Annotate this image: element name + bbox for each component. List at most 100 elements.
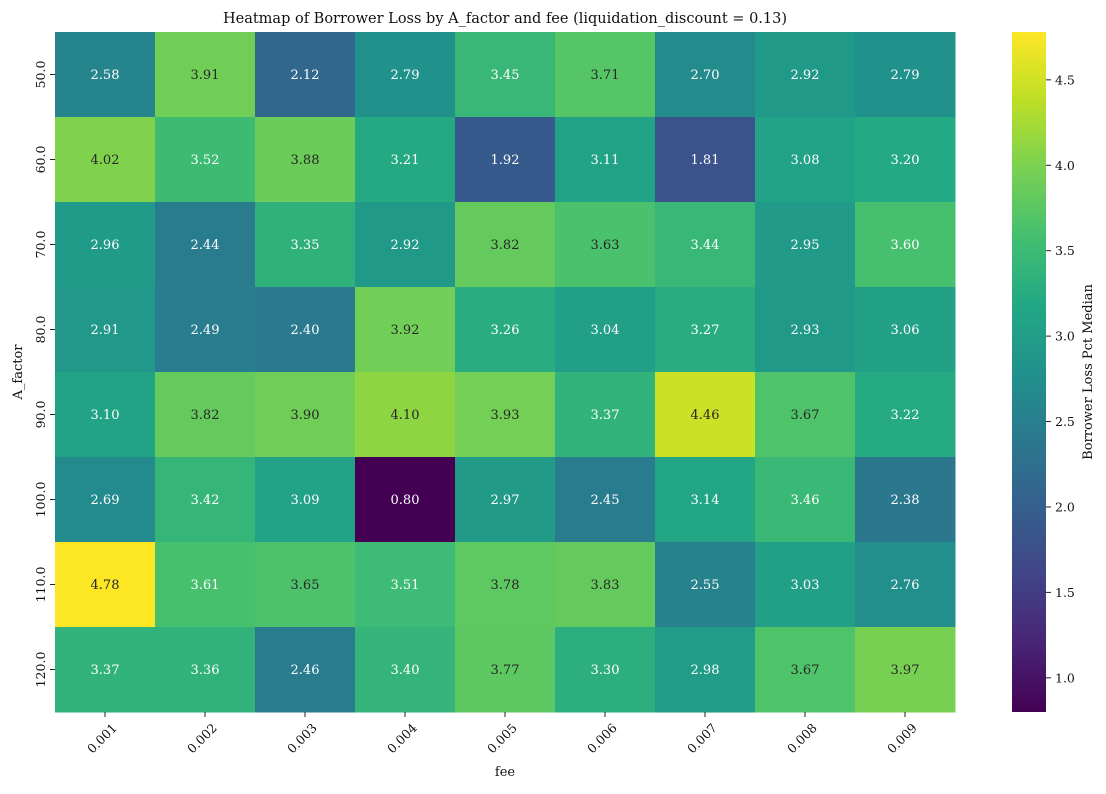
heatmap-cell: [55, 457, 156, 543]
cell-value-label: 3.20: [891, 153, 920, 168]
heatmap-cell: [355, 542, 456, 628]
cell-value-label: 3.10: [91, 408, 120, 423]
cell-value-label: 3.91: [191, 68, 220, 83]
cell-value-label: 3.61: [191, 578, 220, 593]
cell-value-label: 2.97: [491, 493, 520, 508]
heatmap-cell: [55, 542, 156, 628]
cell-value-label: 3.97: [891, 663, 920, 678]
cell-value-label: 3.06: [891, 323, 920, 338]
cell-value-label: 2.58: [91, 68, 120, 83]
heatmap-cell: [255, 32, 356, 118]
cell-value-label: 3.67: [791, 408, 820, 423]
heatmap-cell: [555, 372, 656, 458]
cell-value-label: 3.40: [391, 663, 420, 678]
heatmap-cell: [555, 542, 656, 628]
cell-value-label: 2.96: [91, 238, 120, 253]
heatmap-cell: [455, 32, 556, 118]
cell-value-label: 3.04: [591, 323, 620, 338]
cell-value-label: 3.63: [591, 238, 620, 253]
x-tick-label: 0.003: [284, 720, 320, 756]
y-tick-label: 120.0: [33, 652, 48, 688]
cell-value-label: 3.11: [591, 153, 620, 168]
heatmap-cell: [55, 287, 156, 373]
cell-value-label: 3.21: [391, 153, 420, 168]
x-tick-label: 0.006: [584, 720, 620, 756]
cell-value-label: 2.98: [691, 663, 720, 678]
cell-value-label: 2.69: [91, 493, 120, 508]
cell-value-label: 3.77: [491, 663, 520, 678]
y-axis-ticks: 50.0 60.0 70.0 80.0 90.0 100.0 110.0 120.0: [33, 61, 55, 688]
cell-value-label: 1.92: [491, 153, 520, 168]
heatmap-cell: [255, 117, 356, 203]
heatmap-cell: [155, 457, 256, 543]
cell-value-label: 2.92: [391, 238, 420, 253]
cell-value-label: 3.37: [591, 408, 620, 423]
colorbar-tick-label: 4.0: [1055, 158, 1075, 173]
x-tick-label: 0.005: [484, 720, 520, 756]
x-tick-label: 0.007: [684, 720, 720, 756]
cell-value-label: 3.83: [591, 578, 620, 593]
colorbar-tick-label: 1.5: [1055, 585, 1075, 600]
y-axis-label: A_factor: [11, 344, 26, 401]
cell-value-label: 2.79: [891, 68, 920, 83]
heatmap-cell: [655, 32, 756, 118]
heatmap-cell: [55, 117, 156, 203]
cell-value-label: 3.52: [191, 153, 220, 168]
cell-value-label: 3.22: [891, 408, 920, 423]
heatmap-cell: [155, 202, 256, 288]
x-axis-label: fee: [495, 765, 516, 780]
x-tick-label: 0.009: [884, 720, 920, 756]
heatmap-cell: [55, 202, 156, 288]
heatmap-cell: [555, 627, 656, 713]
heatmap-cell: [155, 117, 256, 203]
heatmap-cell: [655, 627, 756, 713]
colorbar-tick-label: 3.0: [1055, 329, 1075, 344]
heatmap-cell: [455, 542, 556, 628]
x-tick-label: 0.002: [184, 720, 220, 756]
cell-value-label: 2.49: [191, 323, 220, 338]
colorbar-label: Borrower Loss Pct Median: [1081, 284, 1096, 460]
heatmap-cell: [455, 117, 556, 203]
heatmap-cell: [655, 372, 756, 458]
cell-value-label: 2.70: [691, 68, 720, 83]
cell-value-label: 1.81: [691, 153, 720, 168]
heatmap-cell: [355, 627, 456, 713]
heatmap-cell: [255, 457, 356, 543]
colorbar-tick-label: 4.5: [1055, 72, 1075, 87]
colorbar: [1012, 32, 1046, 712]
heatmap-cell: [255, 202, 356, 288]
heatmap-cell: [255, 287, 356, 373]
cell-value-label: 3.36: [191, 663, 220, 678]
cell-value-label: 3.27: [691, 323, 720, 338]
cell-value-label: 4.78: [91, 578, 120, 593]
cell-value-label: 3.46: [791, 493, 820, 508]
heatmap-cell: [755, 117, 856, 203]
cell-value-label: 4.46: [691, 408, 720, 423]
heatmap-cell: [455, 372, 556, 458]
cell-value-label: 3.92: [391, 323, 420, 338]
colorbar-tick-label: 3.5: [1055, 243, 1075, 258]
heatmap-cell: [355, 202, 456, 288]
cell-value-label: 3.08: [791, 153, 820, 168]
cell-value-label: 3.44: [691, 238, 720, 253]
heatmap-cell: [755, 287, 856, 373]
cell-value-label: 3.82: [191, 408, 220, 423]
cell-value-label: 2.95: [791, 238, 820, 253]
y-tick-label: 110.0: [33, 567, 48, 603]
heatmap-cell: [855, 627, 956, 713]
cell-value-label: 4.02: [91, 153, 120, 168]
colorbar-tick-label: 2.0: [1055, 499, 1075, 514]
heatmap-cells: 2.58 3.91 2.12 2.79 3.45 3.71 2.70 2.92 2.79 4.02…: [55, 32, 956, 713]
heatmap-cell: [755, 627, 856, 713]
cell-value-label: 3.35: [291, 238, 320, 253]
cell-value-label: 2.93: [791, 323, 820, 338]
cell-value-label: 3.30: [591, 663, 620, 678]
heatmap-cell: [555, 287, 656, 373]
heatmap-cell: [755, 457, 856, 543]
cell-value-label: 0.80: [391, 493, 420, 508]
heatmap-cell: [55, 627, 156, 713]
cell-value-label: 2.79: [391, 68, 420, 83]
heatmap-cell: [855, 542, 956, 628]
heatmap-cell: [155, 627, 256, 713]
